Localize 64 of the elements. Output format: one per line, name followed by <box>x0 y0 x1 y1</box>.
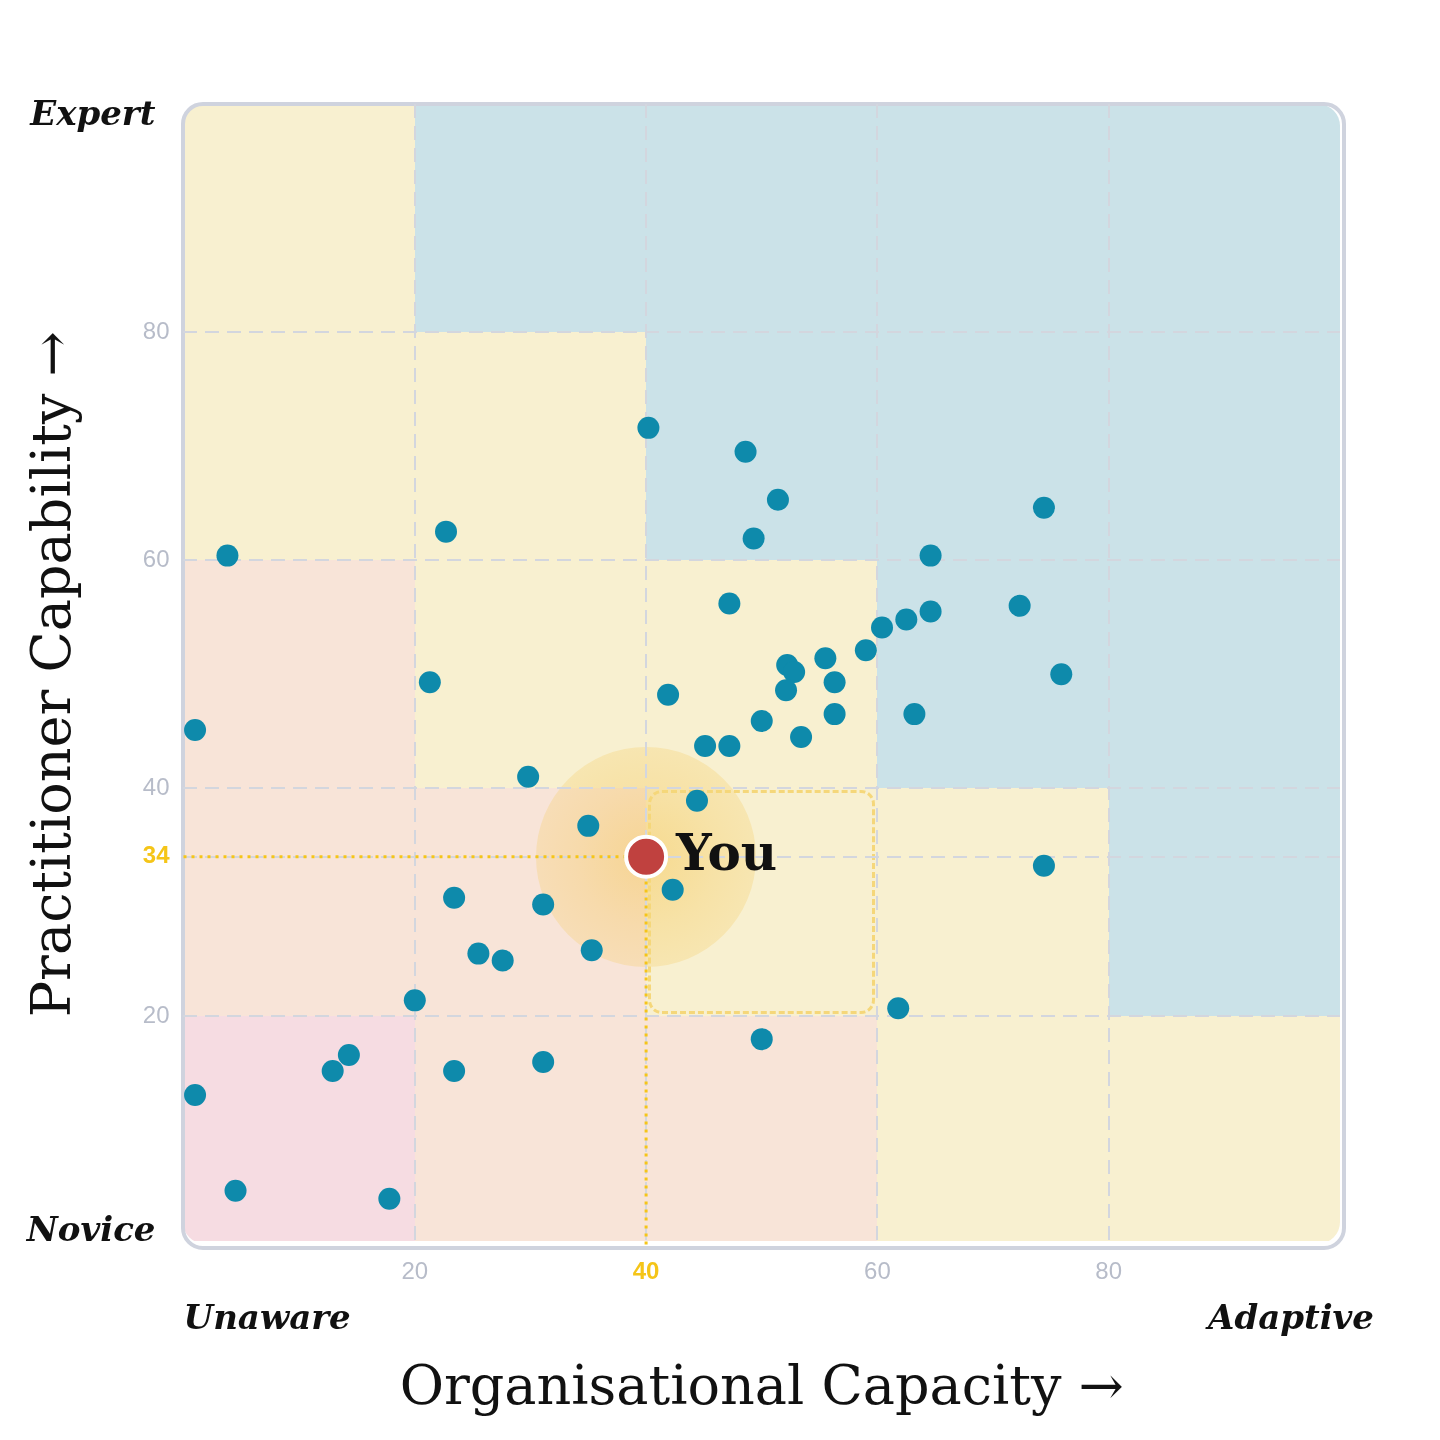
point <box>766 488 789 511</box>
point <box>337 1044 360 1067</box>
series-label: You <box>675 822 778 882</box>
text: Adaptive <box>1205 1297 1374 1338</box>
point <box>718 735 741 758</box>
point <box>1032 854 1055 877</box>
y-tick-label: 40 <box>142 772 170 800</box>
point <box>919 544 942 567</box>
y-axis-title: Practitioner Capability → <box>20 331 84 1018</box>
point <box>517 765 540 788</box>
point <box>532 1050 555 1073</box>
point <box>895 608 918 631</box>
text: Novice <box>25 1209 156 1250</box>
point <box>903 703 926 726</box>
point <box>783 660 806 683</box>
point <box>491 949 514 972</box>
point <box>871 616 894 639</box>
point <box>742 527 765 550</box>
point <box>823 703 846 726</box>
point <box>887 997 910 1020</box>
point <box>184 719 207 742</box>
x-tick-label: 60 <box>864 1257 891 1285</box>
y-tick-label: 34 <box>142 841 171 869</box>
point <box>184 1084 207 1107</box>
point <box>694 735 717 758</box>
point <box>577 814 600 837</box>
point <box>467 942 490 965</box>
y-tick-label: 80 <box>142 316 170 344</box>
point <box>580 939 603 962</box>
x-tick-label: 80 <box>1095 1257 1123 1285</box>
point <box>823 671 846 694</box>
point <box>418 671 441 694</box>
point <box>750 709 773 732</box>
point <box>403 989 426 1012</box>
point <box>1008 594 1031 617</box>
text: Expert <box>29 92 156 133</box>
point <box>685 789 708 812</box>
point <box>321 1060 344 1083</box>
point <box>718 592 741 615</box>
point <box>814 647 837 670</box>
point <box>1050 663 1073 686</box>
point <box>443 1060 466 1083</box>
point <box>854 639 877 662</box>
point <box>216 544 239 567</box>
y-tick-label: 20 <box>142 1000 170 1028</box>
point <box>443 886 466 909</box>
point <box>661 878 684 901</box>
point <box>224 1179 247 1202</box>
point <box>790 725 813 748</box>
point <box>775 679 798 702</box>
x-tick-label: 20 <box>401 1257 429 1285</box>
point <box>532 893 555 916</box>
x-tick-label: 40 <box>632 1257 660 1285</box>
x-axis-title: Organisational Capacity → <box>399 1353 1124 1417</box>
point <box>919 600 942 623</box>
y-tick-label: 60 <box>142 544 170 572</box>
point <box>657 683 680 706</box>
point <box>378 1187 401 1210</box>
point <box>734 440 757 463</box>
point <box>750 1028 773 1051</box>
point <box>637 416 660 439</box>
point <box>1032 496 1055 519</box>
text: Unaware <box>183 1297 351 1338</box>
point <box>435 520 458 543</box>
